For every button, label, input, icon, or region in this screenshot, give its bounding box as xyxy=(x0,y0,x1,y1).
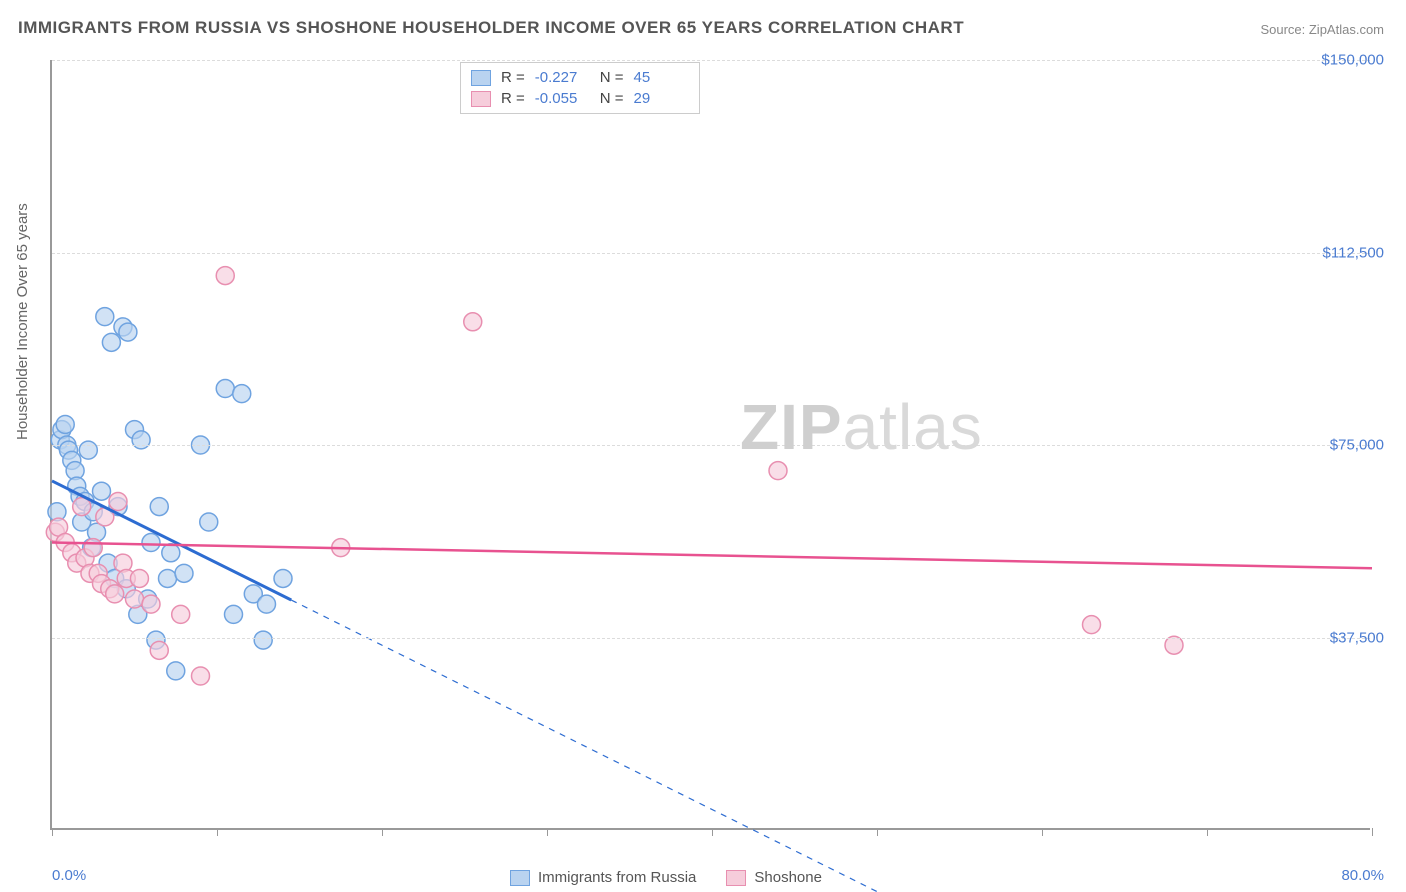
y-tick-label: $75,000 xyxy=(1330,437,1384,454)
x-tick xyxy=(547,828,548,836)
legend-item: Immigrants from Russia xyxy=(510,869,696,886)
scatter-point-shoshone xyxy=(150,641,168,659)
legend-r-label: R = xyxy=(501,90,525,107)
x-tick xyxy=(877,828,878,836)
legend-r-value: -0.227 xyxy=(535,69,590,86)
x-max-label: 80.0% xyxy=(1341,867,1384,884)
trend-line-shoshone xyxy=(52,543,1372,569)
legend-label: Immigrants from Russia xyxy=(538,869,696,886)
legend-swatch xyxy=(510,870,530,886)
legend-n-label: N = xyxy=(600,69,624,86)
legend-label: Shoshone xyxy=(754,869,822,886)
legend-r-label: R = xyxy=(501,69,525,86)
scatter-point-shoshone xyxy=(126,590,144,608)
legend-n-value: 45 xyxy=(634,69,689,86)
scatter-point-russia xyxy=(254,631,272,649)
scatter-point-shoshone xyxy=(84,539,102,557)
scatter-point-russia xyxy=(93,482,111,500)
scatter-point-russia xyxy=(56,415,74,433)
scatter-point-russia xyxy=(167,662,185,680)
scatter-point-shoshone xyxy=(106,585,124,603)
scatter-point-russia xyxy=(274,569,292,587)
x-tick xyxy=(1207,828,1208,836)
legend-swatch-shoshone xyxy=(471,91,491,107)
scatter-point-russia xyxy=(162,544,180,562)
gridline xyxy=(52,445,1370,446)
y-tick-label: $37,500 xyxy=(1330,629,1384,646)
trend-line-dashed-russia xyxy=(291,600,1372,892)
x-tick xyxy=(52,828,53,836)
x-tick xyxy=(1042,828,1043,836)
legend-row-shoshone: R = -0.055 N = 29 xyxy=(471,88,689,109)
x-min-label: 0.0% xyxy=(52,867,86,884)
legend-swatch xyxy=(726,870,746,886)
scatter-point-russia xyxy=(132,431,150,449)
scatter-point-shoshone xyxy=(142,595,160,613)
scatter-point-russia xyxy=(159,569,177,587)
scatter-point-shoshone xyxy=(464,313,482,331)
legend-series: Immigrants from Russia Shoshone xyxy=(510,869,822,886)
legend-n-value: 29 xyxy=(634,90,689,107)
legend-swatch-russia xyxy=(471,70,491,86)
scatter-point-shoshone xyxy=(130,569,148,587)
y-tick-label: $150,000 xyxy=(1321,52,1384,69)
scatter-point-russia xyxy=(79,441,97,459)
y-tick-label: $112,500 xyxy=(1323,244,1384,261)
scatter-point-russia xyxy=(216,380,234,398)
scatter-point-russia xyxy=(142,534,160,552)
scatter-point-shoshone xyxy=(1083,616,1101,634)
scatter-point-russia xyxy=(175,564,193,582)
scatter-point-russia xyxy=(233,385,251,403)
gridline xyxy=(52,638,1370,639)
chart-title: IMMIGRANTS FROM RUSSIA VS SHOSHONE HOUSE… xyxy=(18,18,964,38)
scatter-point-shoshone xyxy=(172,605,190,623)
scatter-point-russia xyxy=(102,333,120,351)
scatter-point-russia xyxy=(225,605,243,623)
scatter-point-russia xyxy=(96,308,114,326)
legend-n-label: N = xyxy=(600,90,624,107)
scatter-point-shoshone xyxy=(1165,636,1183,654)
scatter-point-shoshone xyxy=(109,492,127,510)
scatter-point-shoshone xyxy=(192,667,210,685)
scatter-point-shoshone xyxy=(769,462,787,480)
scatter-point-russia xyxy=(200,513,218,531)
legend-correlation: R = -0.227 N = 45 R = -0.055 N = 29 xyxy=(460,62,700,114)
legend-r-value: -0.055 xyxy=(535,90,590,107)
source-text: Source: ZipAtlas.com xyxy=(1260,22,1384,37)
scatter-point-russia xyxy=(119,323,137,341)
scatter-point-russia xyxy=(150,498,168,516)
y-axis-label: Householder Income Over 65 years xyxy=(14,203,31,440)
legend-item: Shoshone xyxy=(726,869,822,886)
scatter-point-russia xyxy=(258,595,276,613)
x-tick xyxy=(1372,828,1373,836)
legend-row-russia: R = -0.227 N = 45 xyxy=(471,67,689,88)
x-tick xyxy=(217,828,218,836)
gridline xyxy=(52,60,1370,61)
x-tick xyxy=(712,828,713,836)
plot-area xyxy=(50,60,1370,830)
scatter-point-shoshone xyxy=(216,267,234,285)
x-tick xyxy=(382,828,383,836)
chart-svg xyxy=(52,60,1370,828)
gridline xyxy=(52,253,1370,254)
